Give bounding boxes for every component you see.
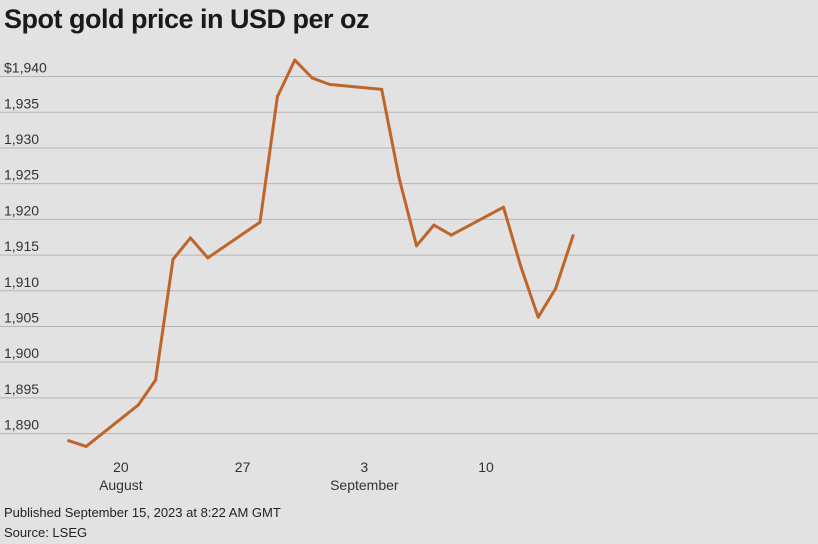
y-tick-label: 1,895 <box>4 381 39 397</box>
data-point <box>171 257 175 261</box>
data-point <box>275 95 279 99</box>
x-axis-ticks: 20 August 27 3 September 10 <box>99 459 494 493</box>
y-tick-label: 1,935 <box>4 95 39 111</box>
data-point <box>519 264 523 268</box>
data-point <box>206 256 210 260</box>
series-line-spot-gold <box>67 58 575 448</box>
data-point <box>293 58 297 62</box>
data-point <box>501 205 505 209</box>
data-point <box>84 444 88 448</box>
data-point <box>397 176 401 180</box>
y-tick-label: 1,900 <box>4 345 39 361</box>
y-tick-label: 1,890 <box>4 417 39 433</box>
x-tick-month-label: September <box>330 477 399 493</box>
data-point <box>380 87 384 91</box>
data-point <box>67 439 71 443</box>
y-tick-label: 1,925 <box>4 167 39 183</box>
data-point <box>328 82 332 86</box>
data-point <box>188 236 192 240</box>
y-tick-label: 1,920 <box>4 202 39 218</box>
data-point <box>136 403 140 407</box>
y-axis-ticks: 1,890 1,895 1,900 1,905 1,910 1,915 1,920 1,925… <box>4 60 47 433</box>
y-tick-label: 1,910 <box>4 274 39 290</box>
y-tick-label: 1,930 <box>4 131 39 147</box>
data-point <box>536 315 540 319</box>
y-tick-label: 1,915 <box>4 238 39 254</box>
source-note: Source: LSEG <box>4 525 88 540</box>
data-point <box>571 234 575 238</box>
y-tick-label: $1,940 <box>4 60 47 76</box>
gridlines <box>0 76 818 435</box>
y-tick-label: 1,905 <box>4 309 39 325</box>
published-note: Published September 15, 2023 at 8:22 AM … <box>4 505 281 520</box>
data-point <box>258 220 262 224</box>
data-point <box>415 244 419 248</box>
series-layer <box>67 58 575 448</box>
data-point <box>154 378 158 382</box>
chart-title: Spot gold price in USD per oz <box>4 4 370 34</box>
data-point <box>449 233 453 237</box>
x-tick-label: 10 <box>478 459 494 475</box>
x-tick-label: 20 <box>113 459 129 475</box>
data-point <box>432 223 436 227</box>
data-point <box>554 287 558 291</box>
x-tick-label: 3 <box>360 459 368 475</box>
data-point <box>310 76 314 80</box>
x-tick-month-label: August <box>99 477 143 493</box>
x-tick-label: 27 <box>235 459 251 475</box>
